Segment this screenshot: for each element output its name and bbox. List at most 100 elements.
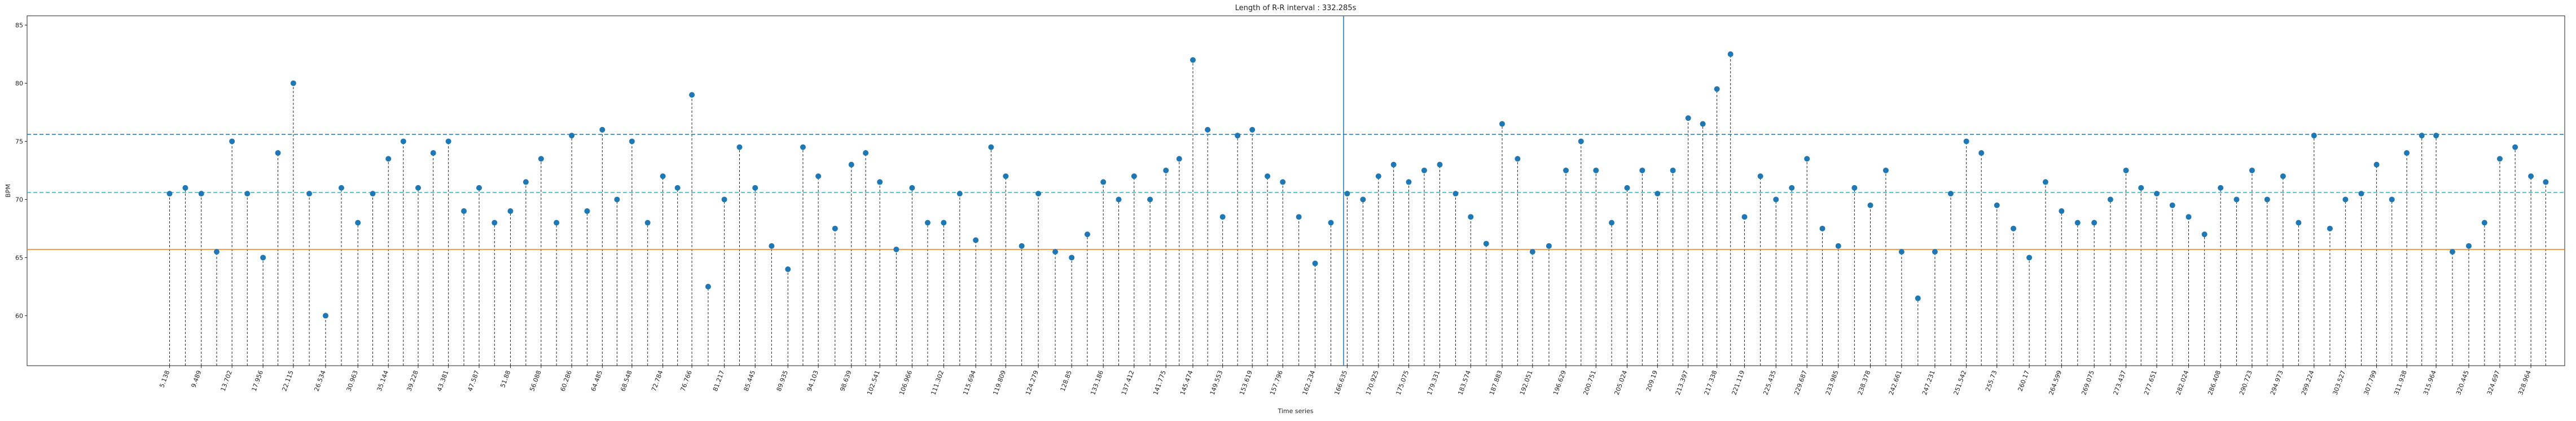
marker — [2233, 196, 2240, 203]
marker — [2358, 191, 2364, 197]
marker — [2543, 179, 2549, 185]
x-tick-label: 200.751 — [1582, 370, 1598, 396]
marker — [1219, 214, 1226, 220]
marker — [1035, 191, 1042, 197]
x-tick-label: 111.302 — [929, 370, 945, 396]
marker — [1468, 214, 1474, 220]
x-tick-label: 286.408 — [2206, 370, 2222, 396]
x-tick-label: 290.723 — [2238, 370, 2254, 396]
x-tick-label: 166.635 — [1333, 370, 1349, 396]
marker — [924, 220, 931, 226]
marker — [1205, 126, 1211, 133]
marker — [1882, 167, 1889, 173]
x-tick-label: 89.935 — [775, 370, 789, 393]
marker — [1190, 57, 1196, 63]
x-tick-label: 43.381 — [436, 370, 450, 393]
marker — [1773, 196, 1779, 203]
marker — [1280, 179, 1286, 185]
marker — [306, 191, 313, 197]
marker — [1147, 196, 1153, 203]
marker — [166, 191, 173, 197]
marker — [1978, 150, 1985, 156]
marker — [229, 138, 235, 144]
marker — [2201, 231, 2208, 238]
x-tick-label: 187.883 — [1488, 370, 1504, 396]
marker — [2404, 150, 2410, 156]
marker — [2011, 225, 2017, 231]
marker — [1915, 295, 1921, 301]
marker — [2186, 214, 2192, 220]
x-tick-label: 221.119 — [1731, 370, 1746, 396]
marker — [956, 191, 963, 197]
x-tick-label: 85.445 — [743, 370, 757, 393]
marker — [2419, 133, 2425, 139]
marker — [491, 220, 498, 226]
marker — [1609, 220, 1615, 226]
marker — [213, 249, 220, 255]
marker — [1052, 249, 1059, 255]
marker — [1084, 231, 1090, 238]
x-tick-label: 60.286 — [559, 370, 573, 393]
x-tick-label: 324.697 — [2486, 370, 2502, 396]
x-tick-label: 162.234 — [1301, 370, 1317, 396]
marker — [1804, 156, 1810, 162]
x-tick-label: 229.687 — [1793, 370, 1809, 396]
marker — [909, 185, 915, 191]
marker — [2026, 255, 2033, 261]
x-tick-label: 294.973 — [2269, 370, 2285, 396]
marker — [1100, 179, 1107, 185]
marker — [1685, 115, 1691, 121]
marker — [1714, 86, 1720, 92]
x-tick-label: 251.542 — [1952, 370, 1968, 396]
marker — [893, 247, 899, 253]
x-tick-label: 192.051 — [1519, 370, 1534, 396]
x-tick-label: 68.548 — [619, 370, 633, 393]
marker — [2528, 173, 2534, 179]
marker — [629, 138, 635, 144]
plot-frame — [27, 15, 2565, 366]
marker — [1867, 202, 1873, 208]
marker — [2311, 133, 2317, 139]
marker — [355, 220, 361, 226]
marker — [2496, 156, 2503, 162]
x-tick-label: 170.925 — [1364, 370, 1380, 396]
x-tick-label: 30.963 — [345, 370, 359, 393]
x-tick-label: 273.437 — [2112, 370, 2128, 396]
x-tick-label: 102.541 — [866, 370, 881, 396]
x-tick-label: 145.474 — [1179, 370, 1195, 396]
x-tick-label: 128.85 — [1059, 370, 1073, 393]
marker — [461, 208, 467, 214]
marker — [1670, 167, 1676, 173]
marker — [1898, 249, 1904, 255]
x-tick-label: 64.485 — [590, 370, 604, 393]
marker — [815, 173, 822, 179]
marker — [1700, 121, 1706, 127]
marker — [800, 144, 806, 150]
x-tick-label: 35.144 — [376, 370, 390, 393]
x-axis-label: Time series — [1278, 407, 1314, 415]
marker — [1437, 161, 1443, 168]
marker — [877, 179, 883, 185]
x-tick-label: 119.809 — [991, 370, 1007, 396]
marker — [1452, 191, 1459, 197]
marker — [507, 208, 514, 214]
x-tick-label: 269.075 — [2080, 370, 2096, 396]
marker — [1851, 185, 1858, 191]
marker — [1163, 167, 1169, 173]
x-tick-label: 98.639 — [839, 370, 853, 393]
marker — [322, 313, 328, 319]
marker — [385, 156, 392, 162]
marker — [1741, 214, 1748, 220]
marker — [2264, 196, 2270, 203]
marker — [2123, 167, 2129, 173]
marker — [1655, 191, 1661, 197]
marker — [198, 191, 204, 197]
marker — [660, 173, 666, 179]
marker — [1176, 156, 1182, 162]
marker — [2218, 185, 2224, 191]
marker — [1406, 179, 1412, 185]
marker — [848, 161, 854, 168]
marker — [1757, 173, 1763, 179]
marker — [863, 150, 869, 156]
